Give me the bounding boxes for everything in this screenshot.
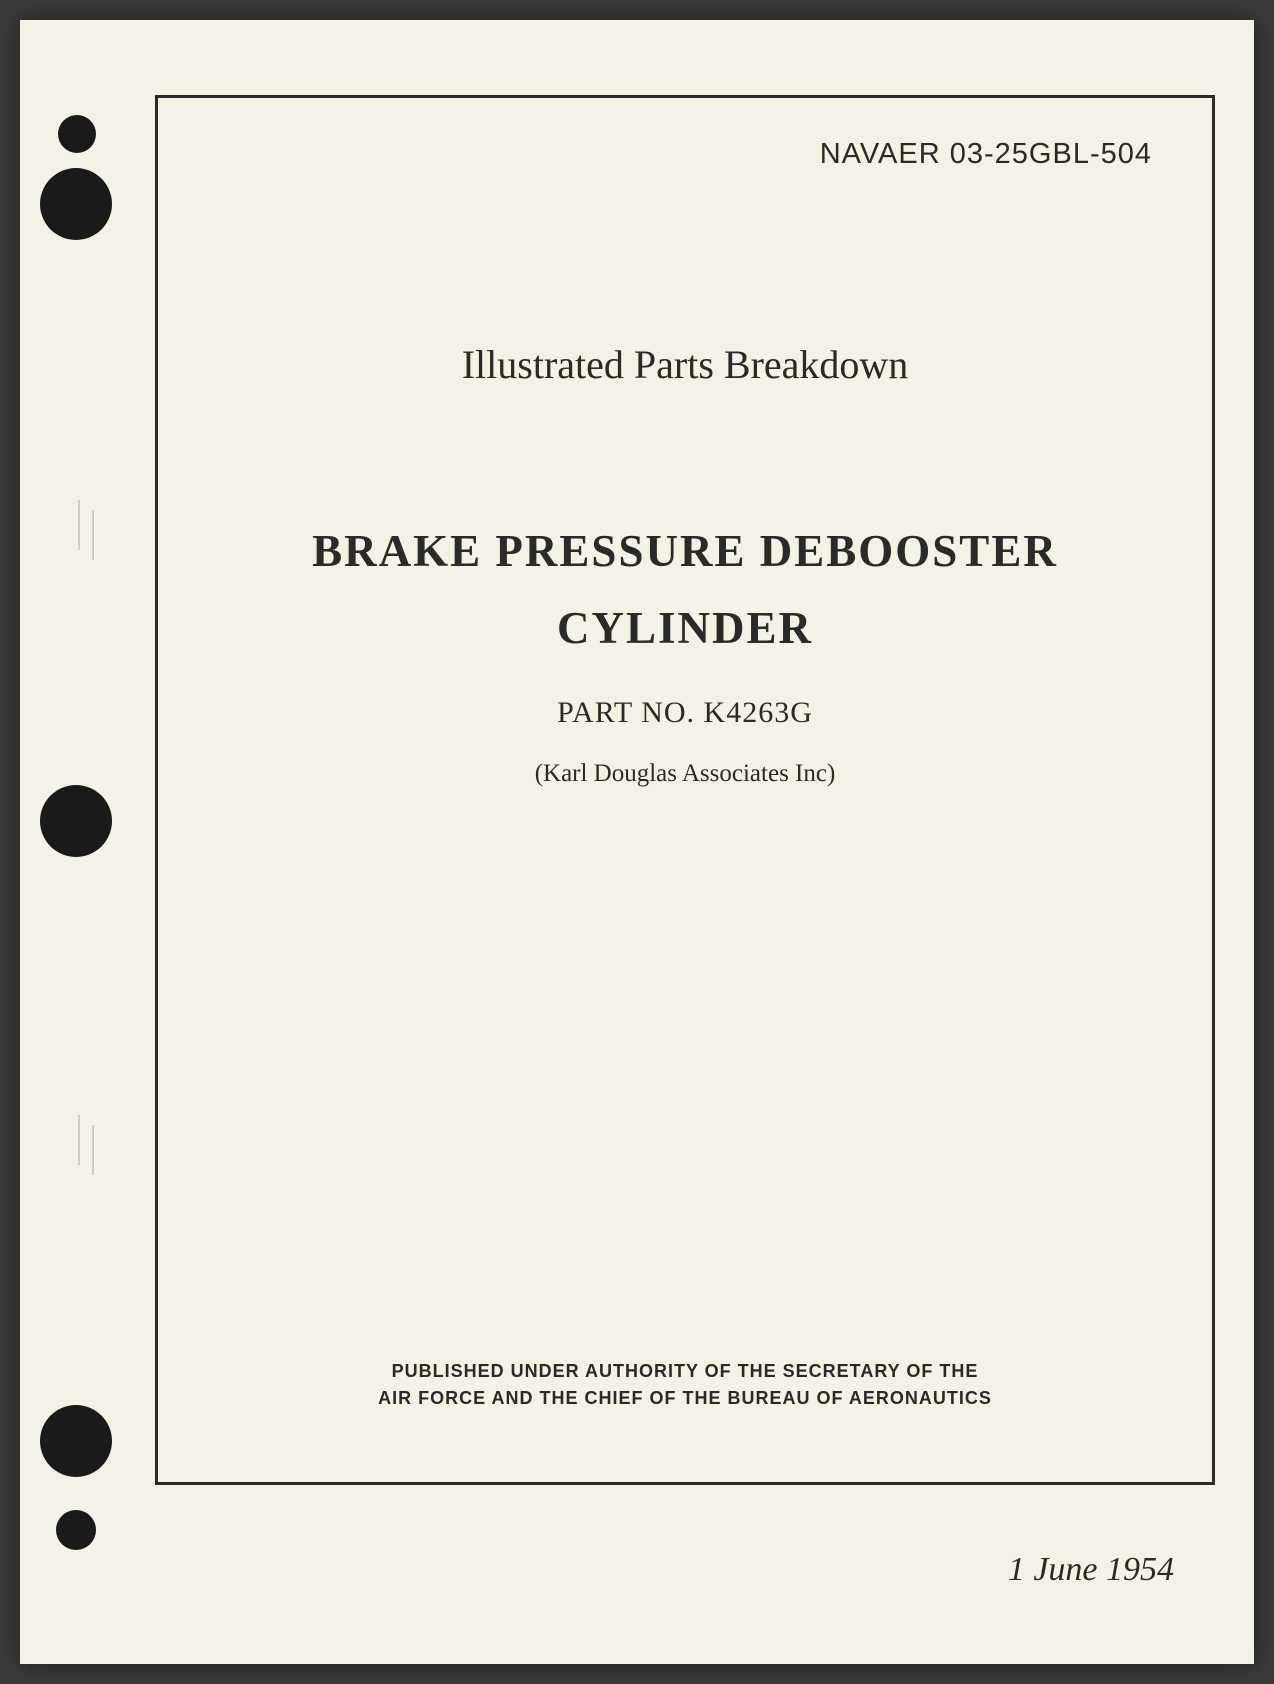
staple-mark-icon [92, 1125, 94, 1175]
punch-hole-icon [58, 115, 96, 153]
publication-date: 1 June 1954 [1008, 1551, 1174, 1589]
punch-hole-icon [40, 1405, 112, 1477]
title-line-2: CYLINDER [557, 603, 813, 653]
document-subtitle: Illustrated Parts Breakdown [218, 341, 1152, 388]
part-number: PART NO. K4263G [218, 696, 1152, 730]
punch-hole-icon [40, 168, 112, 240]
punch-hole-icon [40, 785, 112, 857]
company-name: (Karl Douglas Associates Inc) [218, 760, 1152, 788]
staple-mark-icon [92, 510, 94, 560]
staple-mark-icon [78, 1115, 80, 1165]
authority-line-1: PUBLISHED UNDER AUTHORITY OF THE SECRETA… [392, 1361, 979, 1381]
document-title: BRAKE PRESSURE DEBOOSTER CYLINDER [218, 513, 1152, 666]
punch-hole-icon [56, 1510, 96, 1550]
title-line-1: BRAKE PRESSURE DEBOOSTER [312, 526, 1058, 576]
staple-mark-icon [78, 500, 80, 550]
content-frame: NAVAER 03-25GBL-504 Illustrated Parts Br… [155, 95, 1215, 1485]
document-number: NAVAER 03-25GBL-504 [218, 138, 1152, 171]
document-page: NAVAER 03-25GBL-504 Illustrated Parts Br… [20, 20, 1254, 1664]
authority-statement: PUBLISHED UNDER AUTHORITY OF THE SECRETA… [158, 1358, 1212, 1412]
authority-line-2: AIR FORCE AND THE CHIEF OF THE BUREAU OF… [378, 1388, 992, 1408]
